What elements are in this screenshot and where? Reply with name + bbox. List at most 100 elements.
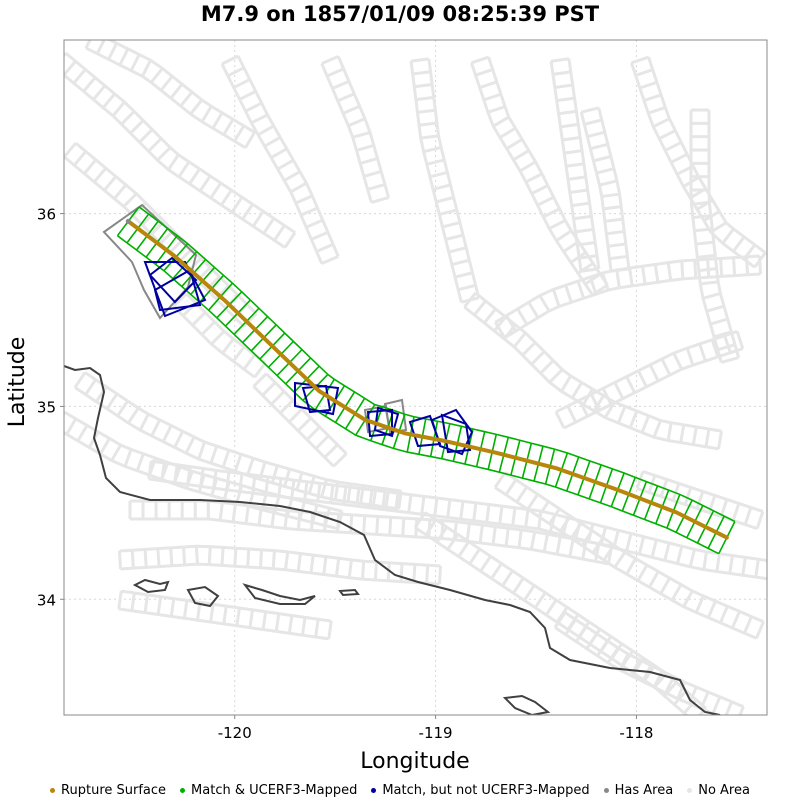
no-area-section-rung <box>297 417 312 432</box>
no-area-section-rung <box>370 196 390 204</box>
no-area-section-edge <box>236 55 340 258</box>
no-area-section-rung <box>743 615 753 634</box>
no-area-section-rung <box>322 556 328 575</box>
no-area-section-rung <box>221 54 239 66</box>
no-area-section-rung <box>607 242 627 248</box>
no-area-section-rung <box>679 424 686 443</box>
no-area-section-rung <box>359 157 378 165</box>
no-area-section-rung <box>417 108 436 114</box>
no-area-section-rung <box>394 492 400 512</box>
no-area-section-rung <box>65 418 78 436</box>
no-area-section-rung <box>116 400 129 417</box>
no-area-section-rung <box>225 471 231 491</box>
no-area-section-rung <box>418 121 438 127</box>
no-area-section-rung <box>300 617 307 636</box>
no-area-section-rung <box>731 502 741 522</box>
no-area-section-rung <box>446 533 460 551</box>
no-area-section-edge <box>494 254 760 324</box>
no-area-section-rung <box>244 101 263 113</box>
no-area-section-rung <box>698 343 707 362</box>
x-tick-label: -120 <box>218 724 252 742</box>
no-area-section-rung <box>613 381 625 400</box>
no-area-section-rung <box>84 40 92 49</box>
no-area-section-rung <box>498 505 504 525</box>
no-area-section-rung <box>120 110 136 126</box>
no-area-section-rung <box>517 529 523 548</box>
no-area-section-edge <box>555 330 738 414</box>
no-area-section-rung <box>637 536 646 555</box>
no-area-section-rung <box>242 312 258 328</box>
no-area-section-rung <box>583 118 603 126</box>
no-area-section-rung <box>270 465 279 484</box>
no-area-section-rung <box>179 91 194 108</box>
no-area-section-rung <box>559 515 572 532</box>
no-area-section-rung <box>454 271 473 279</box>
no-area-section-rung <box>560 122 579 129</box>
plot-area <box>64 40 767 715</box>
no-area-section-rung <box>694 227 713 233</box>
no-area-section-rung <box>189 99 204 115</box>
no-area-section-rung <box>231 503 237 523</box>
no-area-section-rung <box>537 500 550 518</box>
no-area-section-rung <box>566 405 578 423</box>
no-area-section <box>494 254 763 340</box>
no-area-section-rung <box>715 553 721 572</box>
no-area-section-rung <box>182 546 187 566</box>
no-area-section-rung <box>186 466 192 485</box>
no-area-section-rung <box>117 550 123 570</box>
no-area-section-rung <box>445 233 464 241</box>
no-area-section-rung <box>257 507 263 526</box>
no-area-section-rung <box>694 595 705 614</box>
no-area-section-rung <box>73 150 87 167</box>
no-area-section-rung <box>639 80 658 90</box>
no-area-section-rung <box>465 523 471 542</box>
no-area-section-rung <box>648 570 660 588</box>
no-area-section <box>579 106 631 273</box>
no-area-section <box>117 544 443 586</box>
no-area-section-rung <box>273 224 286 242</box>
no-area-section-rung <box>479 555 492 573</box>
no-area-section-rung <box>542 207 561 219</box>
no-area-section-rung <box>493 315 507 332</box>
no-area-section-rung <box>478 524 484 544</box>
no-area-section-rung <box>270 147 288 159</box>
no-area-section-rung <box>544 599 558 616</box>
no-area-section-edge <box>74 141 258 315</box>
no-area-section-rung <box>680 260 685 279</box>
no-area-section-rung <box>241 203 254 221</box>
no-area-section-rung <box>296 553 302 572</box>
no-area-section-edge <box>487 56 609 286</box>
no-area-section-rung <box>755 621 765 639</box>
no-area-section <box>117 589 333 641</box>
no-area-section-rung <box>138 128 154 144</box>
no-area-section-rung <box>279 399 295 415</box>
no-area-section-rung <box>601 387 613 406</box>
no-area-section-rung <box>515 486 529 503</box>
no-area-section-rung <box>548 507 561 525</box>
no-area-section-rung <box>113 183 128 200</box>
no-area-section-edge <box>636 487 758 530</box>
no-area-section-rung <box>538 294 551 312</box>
no-area-section-rung <box>233 125 246 142</box>
no-area-section-rung <box>552 70 571 76</box>
no-area-section-edge <box>567 58 601 269</box>
no-area-section-rung <box>92 84 107 101</box>
no-area-section-rung <box>565 162 585 168</box>
no-area-section-rung <box>131 201 147 217</box>
legend-swatch <box>50 787 56 793</box>
no-area-section-rung <box>209 604 215 623</box>
plot-frame <box>63 39 768 716</box>
no-area-section-rung <box>616 405 627 424</box>
rupture-surface <box>125 218 729 540</box>
no-area-section-edge <box>64 51 296 234</box>
legend-label: Match, but not UCERF3-Mapped <box>382 782 590 798</box>
has-area-outline <box>102 203 198 320</box>
legend-item-rupture-surface: Rupture Surface <box>50 783 166 798</box>
no-area-section-rung <box>244 505 250 524</box>
no-area-section-rung <box>242 353 256 371</box>
no-area-section-rung <box>310 512 315 531</box>
no-area-section-rung <box>435 526 449 543</box>
no-area-section-rung <box>601 272 610 291</box>
no-area-section-rung <box>530 350 546 366</box>
no-area-section-rung <box>235 607 241 626</box>
